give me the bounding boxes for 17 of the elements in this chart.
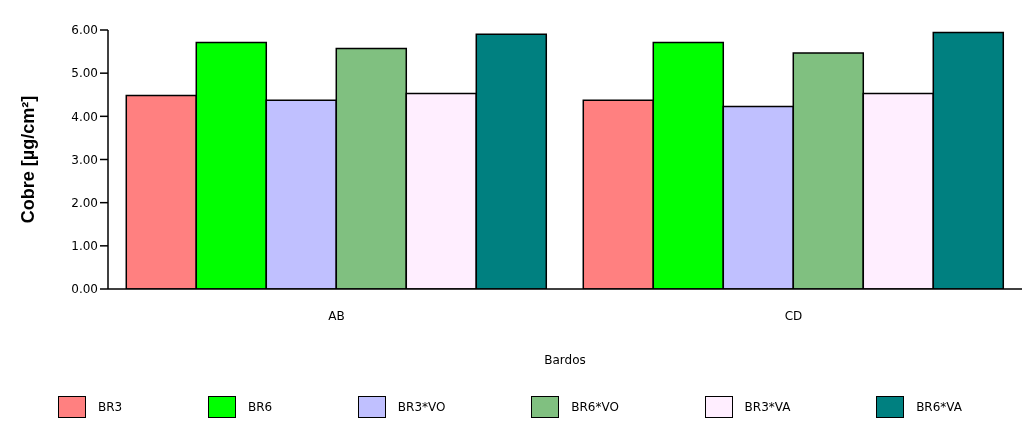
y-tick-label: 4.00 [71,109,98,124]
y-axis-title: Cobre [µg/cm²] [18,95,38,224]
legend-label: BR3*VO [397,400,446,414]
x-tick-label: CD [784,308,803,323]
legend-label: BR6 [247,400,273,414]
y-tick-label: 1.00 [71,239,98,254]
y-tick-label: 3.00 [71,152,98,167]
legend-label: BR3 [98,400,123,414]
y-tick-label: 6.00 [71,23,98,38]
y-tick-label: 2.00 [71,195,98,210]
legend-label: BR6*VA [916,400,962,414]
y-tick-label: 0.00 [71,282,98,297]
legend-label: BR3*VA [744,400,791,414]
y-tick-label: 5.00 [71,66,98,81]
legend-label: BR6*VO [571,400,619,414]
x-tick-label: AB [328,308,345,323]
x-axis-title: Bardos [544,353,586,367]
